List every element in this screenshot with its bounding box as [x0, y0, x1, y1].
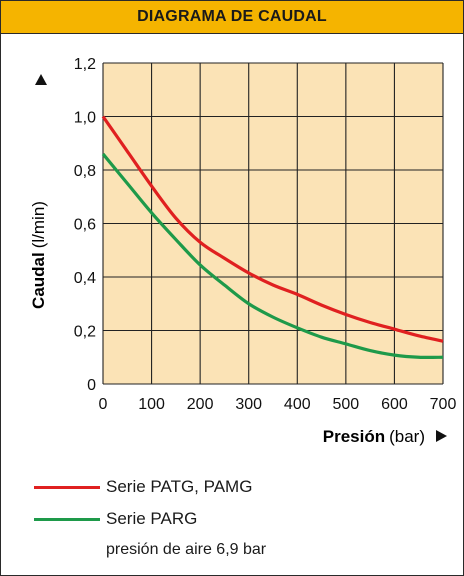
y-axis-label: Caudal (l/min)	[29, 201, 48, 309]
legend-item-patg: Serie PATG, PAMG	[34, 477, 252, 497]
legend-item-parg: Serie PARG	[34, 509, 197, 529]
y-tick-label: 0	[87, 377, 96, 394]
x-tick-label: 500	[333, 396, 360, 413]
y-tick-label: 1,2	[74, 56, 96, 73]
x-axis-label: Presión (bar)	[323, 427, 425, 446]
y-tick-label: 0,8	[74, 163, 96, 180]
series-line-patg	[101, 115, 444, 343]
y-tick-label: 1,0	[74, 110, 96, 127]
y-tick-label: 0,6	[74, 217, 96, 234]
triangle-up-icon	[35, 74, 47, 85]
series-line-parg	[101, 152, 444, 360]
chart-title: DIAGRAMA DE CAUDAL	[1, 1, 463, 34]
x-tick-label: 100	[138, 396, 165, 413]
x-tick-label: 600	[381, 396, 408, 413]
x-tick-label: 400	[284, 396, 311, 413]
y-axis-label-unit: (l/min)	[29, 201, 48, 248]
y-tick-label: 0,2	[74, 324, 96, 341]
legend-label: Serie PATG, PAMG	[106, 477, 253, 496]
legend-line-green	[34, 517, 100, 521]
x-tick-label: 0	[99, 396, 108, 413]
x-axis-label-bold: Presión	[323, 427, 385, 446]
legend-label: Serie PARG	[106, 509, 198, 528]
y-axis-label-bold: Caudal	[29, 252, 48, 309]
x-tick-label: 700	[430, 396, 457, 413]
x-axis-label-unit: (bar)	[389, 427, 425, 446]
x-tick-label: 200	[187, 396, 214, 413]
y-tick-label: 0,4	[74, 270, 96, 287]
legend-line-red	[34, 485, 100, 489]
triangle-right-icon	[436, 430, 447, 442]
x-tick-label: 300	[235, 396, 262, 413]
air-pressure-note: presión de aire 6,9 bar	[106, 541, 267, 558]
